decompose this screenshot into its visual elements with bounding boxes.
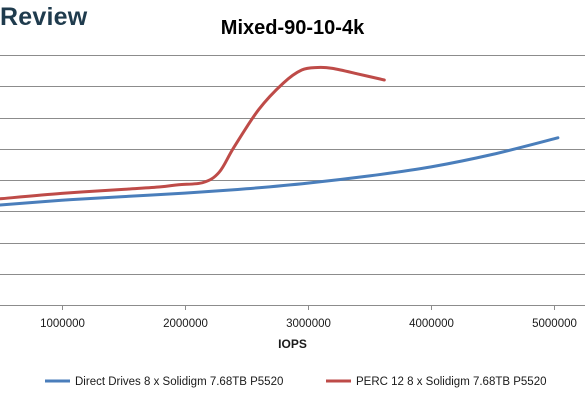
x-tick-label: 2000000 <box>163 318 208 330</box>
legend-label-1: Direct Drives 8 x Solidigm 7.68TB P5520 <box>75 376 283 388</box>
legend-label-2: PERC 12 8 x Solidigm 7.68TB P5520 <box>356 376 547 388</box>
gridlines <box>0 55 585 275</box>
x-tick-label: 3000000 <box>286 318 331 330</box>
x-tick-label: 5000000 <box>532 318 577 330</box>
watermark-logo-text: Review <box>0 3 88 31</box>
x-tick-label: 4000000 <box>409 318 454 330</box>
series-line-1 <box>0 136 560 207</box>
legend: Direct Drives 8 x Solidigm 7.68TB P5520 P… <box>45 376 547 388</box>
x-axis: 1000000 2000000 3000000 4000000 5000000 IOPS <box>0 305 585 351</box>
x-tick-label: 1000000 <box>40 318 85 330</box>
series-lines <box>0 65 560 207</box>
series-line-2 <box>0 65 386 201</box>
chart-title: Mixed-90-10-4k <box>220 17 365 39</box>
x-axis-title: IOPS <box>278 337 307 351</box>
